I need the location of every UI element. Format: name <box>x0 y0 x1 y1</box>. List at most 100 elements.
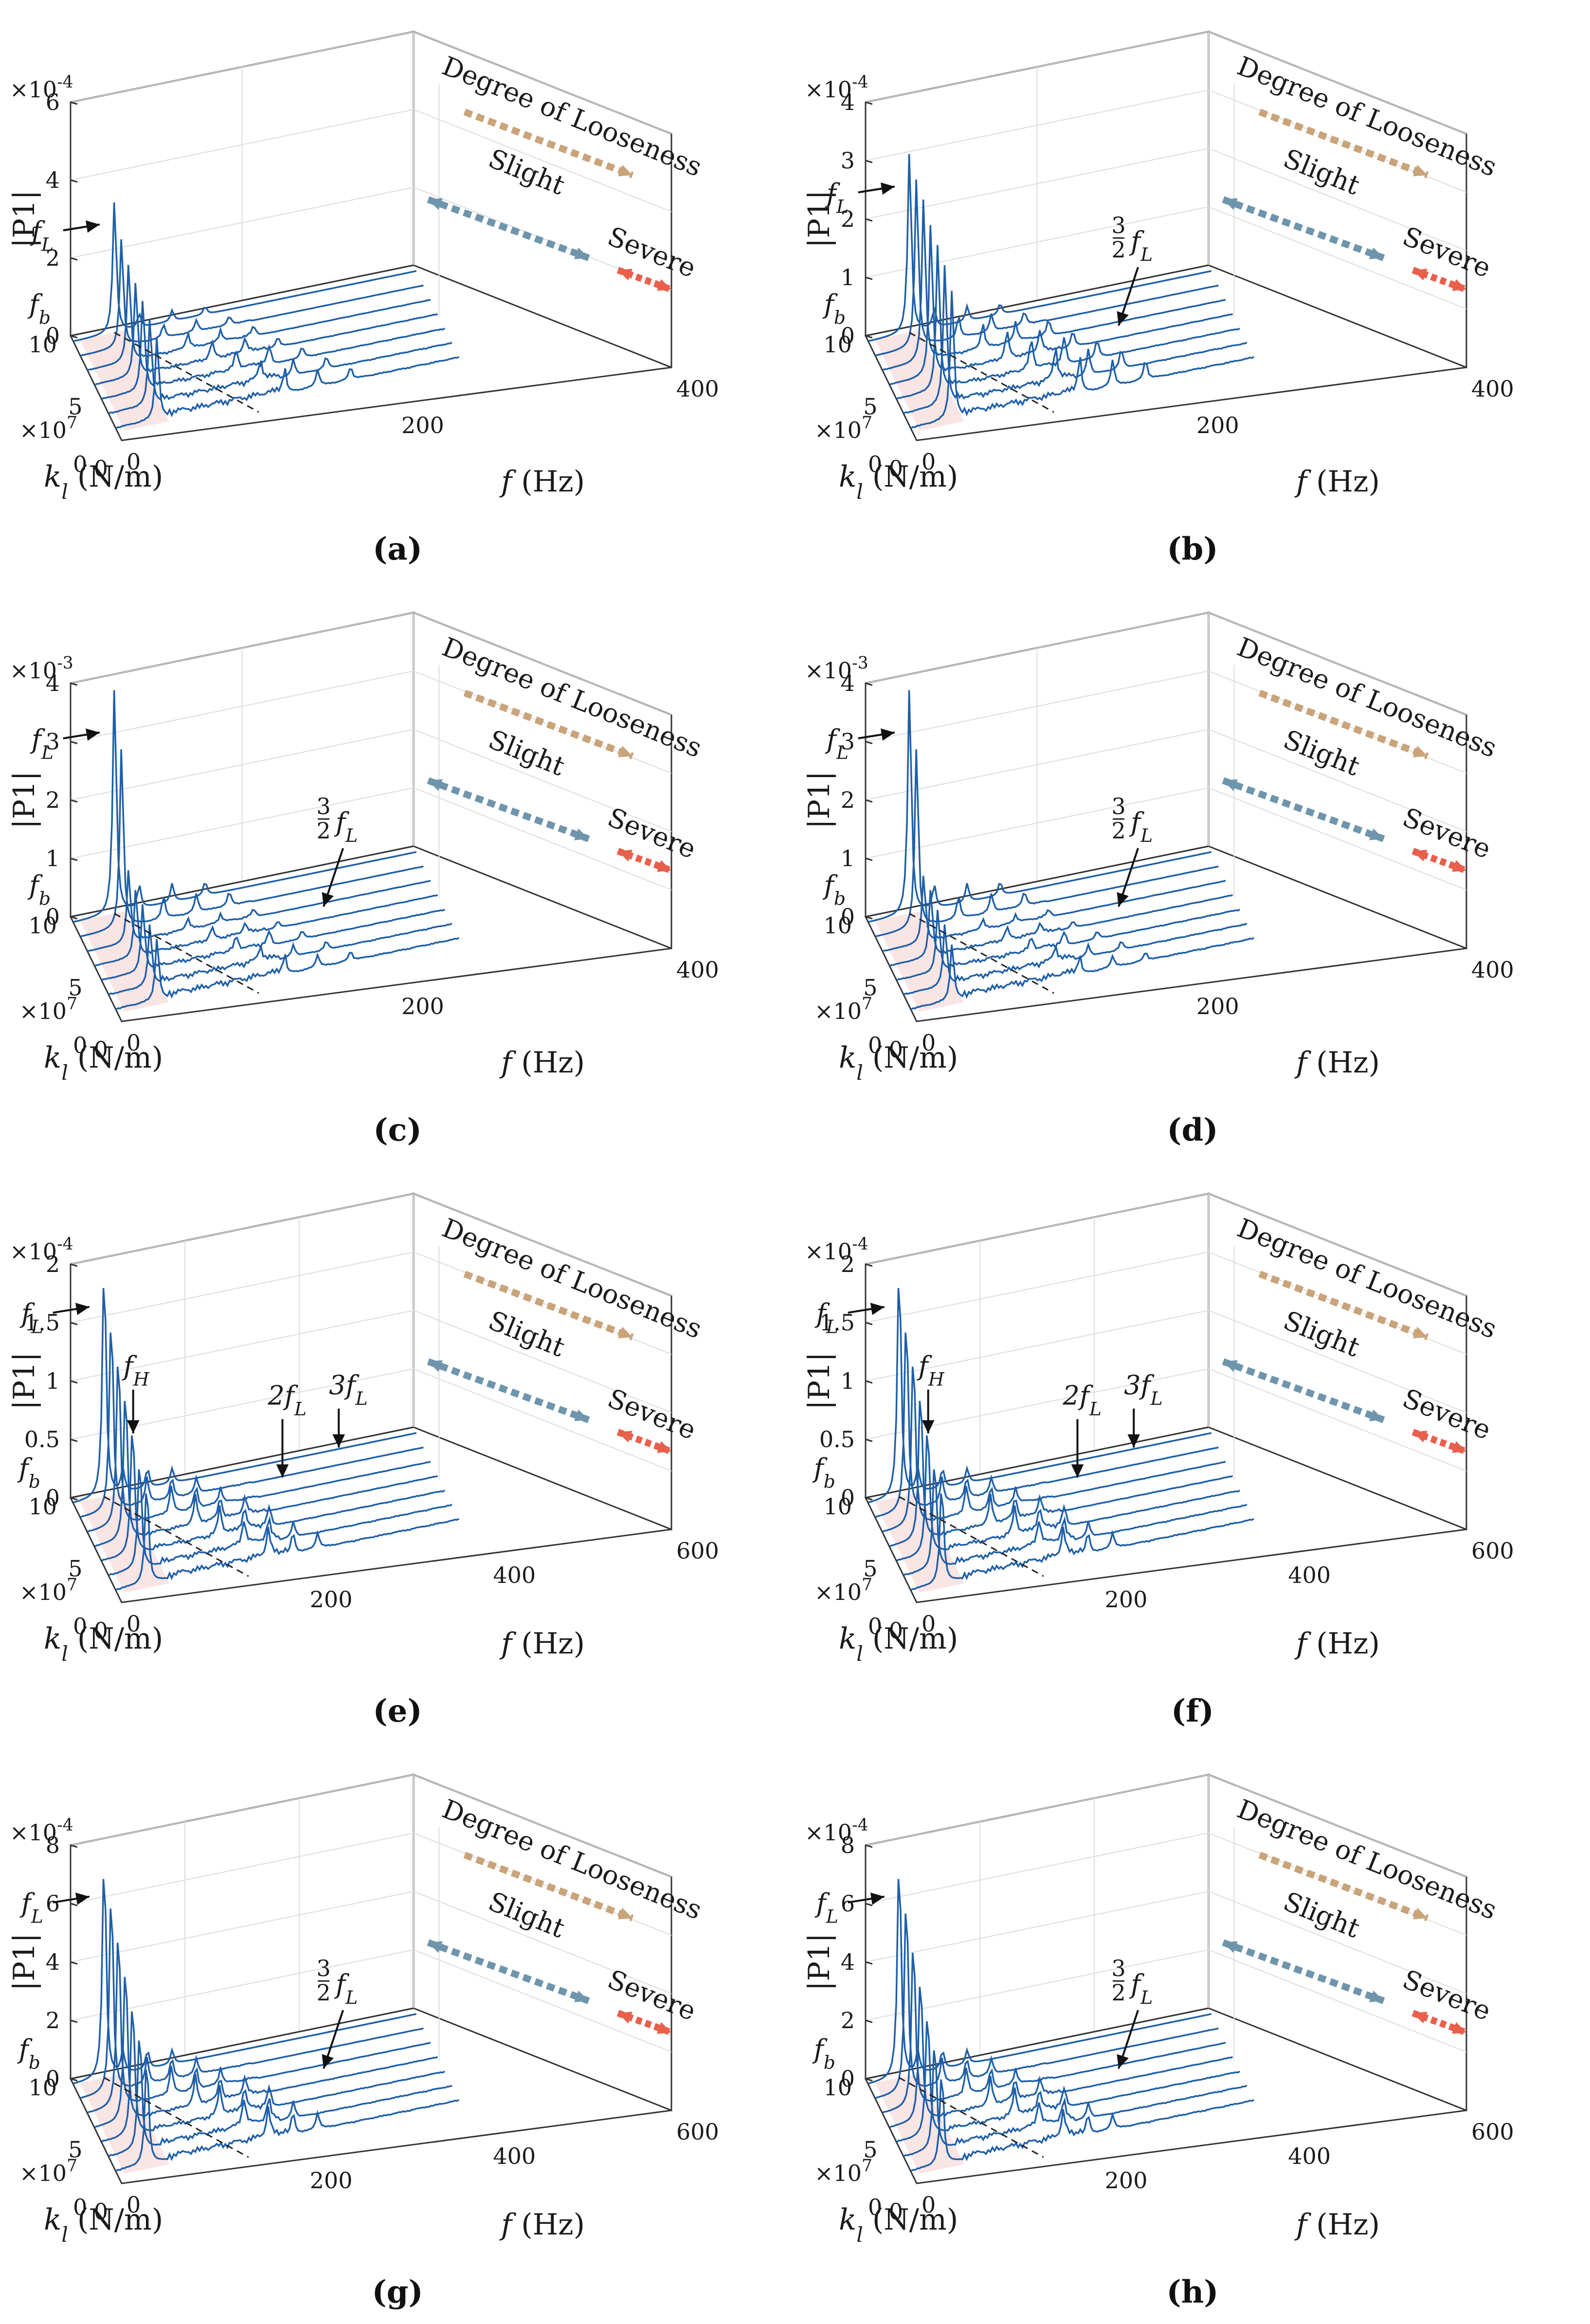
z-tick-mark <box>865 218 873 222</box>
severe-arrow <box>616 848 673 874</box>
z-tick-mark <box>70 1961 78 1965</box>
degree-arrow-shaft <box>463 1852 634 1922</box>
k-tick-label: 0 <box>94 2198 108 2225</box>
k-axis-label: kl (N/m) <box>839 460 958 504</box>
degree-arrow-head <box>1413 1907 1427 1920</box>
k-multiplier: ×107 <box>814 994 872 1024</box>
panel-caption: (g) <box>372 2274 423 2310</box>
z-tick-label: 4 <box>841 1949 855 1975</box>
severe-arrow-head2 <box>1413 269 1427 281</box>
spectrum-trace <box>108 2040 452 2157</box>
fb-label: fb <box>17 1453 40 1492</box>
k-tick-label: 5 <box>68 975 82 1001</box>
f-tick-label: 400 <box>1288 1562 1331 1588</box>
spectrum-trace <box>108 319 452 415</box>
slight-arrow-head <box>1369 1409 1384 1421</box>
k-tick-label: 5 <box>863 1556 877 1582</box>
f-tick-label: 200 <box>1105 2167 1148 2194</box>
panel-g: 0 2 4 6 8 ×10-4 |P1| 10 5 0 ×107 kl (N/m) 0 200 400 600… <box>0 1743 795 2324</box>
fL-arrow-head <box>870 1303 885 1315</box>
z-tick-mark <box>865 1263 873 1267</box>
spectrum-trace <box>896 1435 1241 1561</box>
spectrum-trace <box>80 239 424 357</box>
fb-label: fb <box>812 1453 835 1492</box>
pink-band <box>80 1492 169 1593</box>
three-fL-label: 3fL <box>1124 1370 1162 1409</box>
k-multiplier: ×107 <box>814 2156 872 2186</box>
y-axis-label: |P1| <box>7 1352 41 1410</box>
z-tick-label: 2 <box>46 1251 60 1277</box>
k-zero-label: 0 <box>73 2194 87 2220</box>
fL-arrow-head <box>75 1892 90 1905</box>
z-tick-label: 6 <box>841 1890 855 1917</box>
panel-caption: (f) <box>1171 1693 1214 1729</box>
slight-arrow-head <box>1369 828 1384 840</box>
f-tick-label: 0 <box>126 2192 141 2218</box>
k-tick-label: 10 <box>823 331 852 358</box>
spectrum-trace <box>101 1435 446 1561</box>
slight-arrow-head2 <box>428 779 443 791</box>
k-tick-label: 0 <box>889 455 903 482</box>
fb-label: fb <box>812 2034 835 2073</box>
k-zero-label: 0 <box>73 1613 87 1639</box>
severe-arrow-head2 <box>1413 850 1427 862</box>
frac-denominator: 2 <box>316 1979 330 2006</box>
slight-arrow-head <box>574 828 589 840</box>
z-scale-label: ×10-4 <box>805 1816 868 1846</box>
severe-arrow <box>616 267 673 293</box>
panel-caption: (e) <box>373 1693 422 1729</box>
z-scale-label: ×10-3 <box>805 654 868 684</box>
severe-arrow <box>1411 2010 1468 2036</box>
fL-arrow-head <box>75 1303 90 1315</box>
degree-arrow-shaft <box>463 109 634 179</box>
k-tick-label: 5 <box>68 2137 82 2163</box>
severe-arrow-head <box>657 2022 671 2034</box>
slight-arrow-head2 <box>1223 1941 1238 1953</box>
z-tick-mark <box>865 1961 873 1965</box>
pink-band <box>80 330 169 431</box>
frac-denominator: 2 <box>1111 817 1125 844</box>
two-fL-label: 2fL <box>1063 1380 1102 1420</box>
severe-arrow-head <box>1452 2022 1466 2034</box>
z-tick-mark <box>865 335 873 339</box>
z-tick-mark <box>70 857 78 861</box>
pink-band <box>875 330 964 431</box>
fL-arrow <box>848 1892 885 1905</box>
slight-arrow-shaft <box>1222 1939 1385 2004</box>
z-tick-mark <box>865 1497 873 1501</box>
degree-arrow-head <box>618 1907 632 1920</box>
severe-arrow-head <box>657 279 671 291</box>
z-tick-label: 4 <box>46 670 60 696</box>
f-tick-label: 400 <box>676 957 719 983</box>
z-tick-mark <box>70 1903 78 1906</box>
frac-numerator: 3 <box>316 793 330 819</box>
panel-caption: (h) <box>1166 2274 1218 2310</box>
two-fL-arrow-head <box>1071 1464 1084 1478</box>
k-multiplier: ×107 <box>19 413 77 443</box>
z-tick-label: 1 <box>841 264 855 290</box>
z-tick-label: 1.5 <box>819 1309 855 1336</box>
panel-h: 0 2 4 6 8 ×10-4 |P1| 10 5 0 ×107 kl (N/m) 0 200 400 600… <box>795 1743 1590 2324</box>
floor-edge <box>864 264 1467 441</box>
z-tick-mark <box>70 2019 78 2023</box>
spectrum-trace <box>94 1400 438 1547</box>
spectrum-trace <box>115 337 460 429</box>
pink-band <box>80 911 169 1012</box>
severe-arrow-head <box>1452 1441 1466 1453</box>
three-fL-label: 3fL <box>329 1370 367 1409</box>
three-halves-arrow <box>322 848 344 907</box>
k-axis-label: kl (N/m) <box>839 2203 958 2247</box>
k-multiplier: ×107 <box>814 413 872 443</box>
z-tick-label: 0.5 <box>819 1426 855 1452</box>
z-scale-label: ×10-4 <box>10 1235 73 1265</box>
spectrum-trace <box>94 1977 438 2128</box>
pink-band <box>875 1492 964 1593</box>
k-zero-label: 0 <box>868 2194 882 2220</box>
k-tick-label: 10 <box>28 2074 57 2101</box>
z-tick-label: 0.5 <box>24 1426 60 1452</box>
k-tick-label: 0 <box>889 2198 903 2225</box>
f-tick-label: 200 <box>1105 1586 1148 1613</box>
z-scale-label: ×10-4 <box>805 1235 868 1265</box>
slight-arrow-shaft <box>427 777 590 842</box>
